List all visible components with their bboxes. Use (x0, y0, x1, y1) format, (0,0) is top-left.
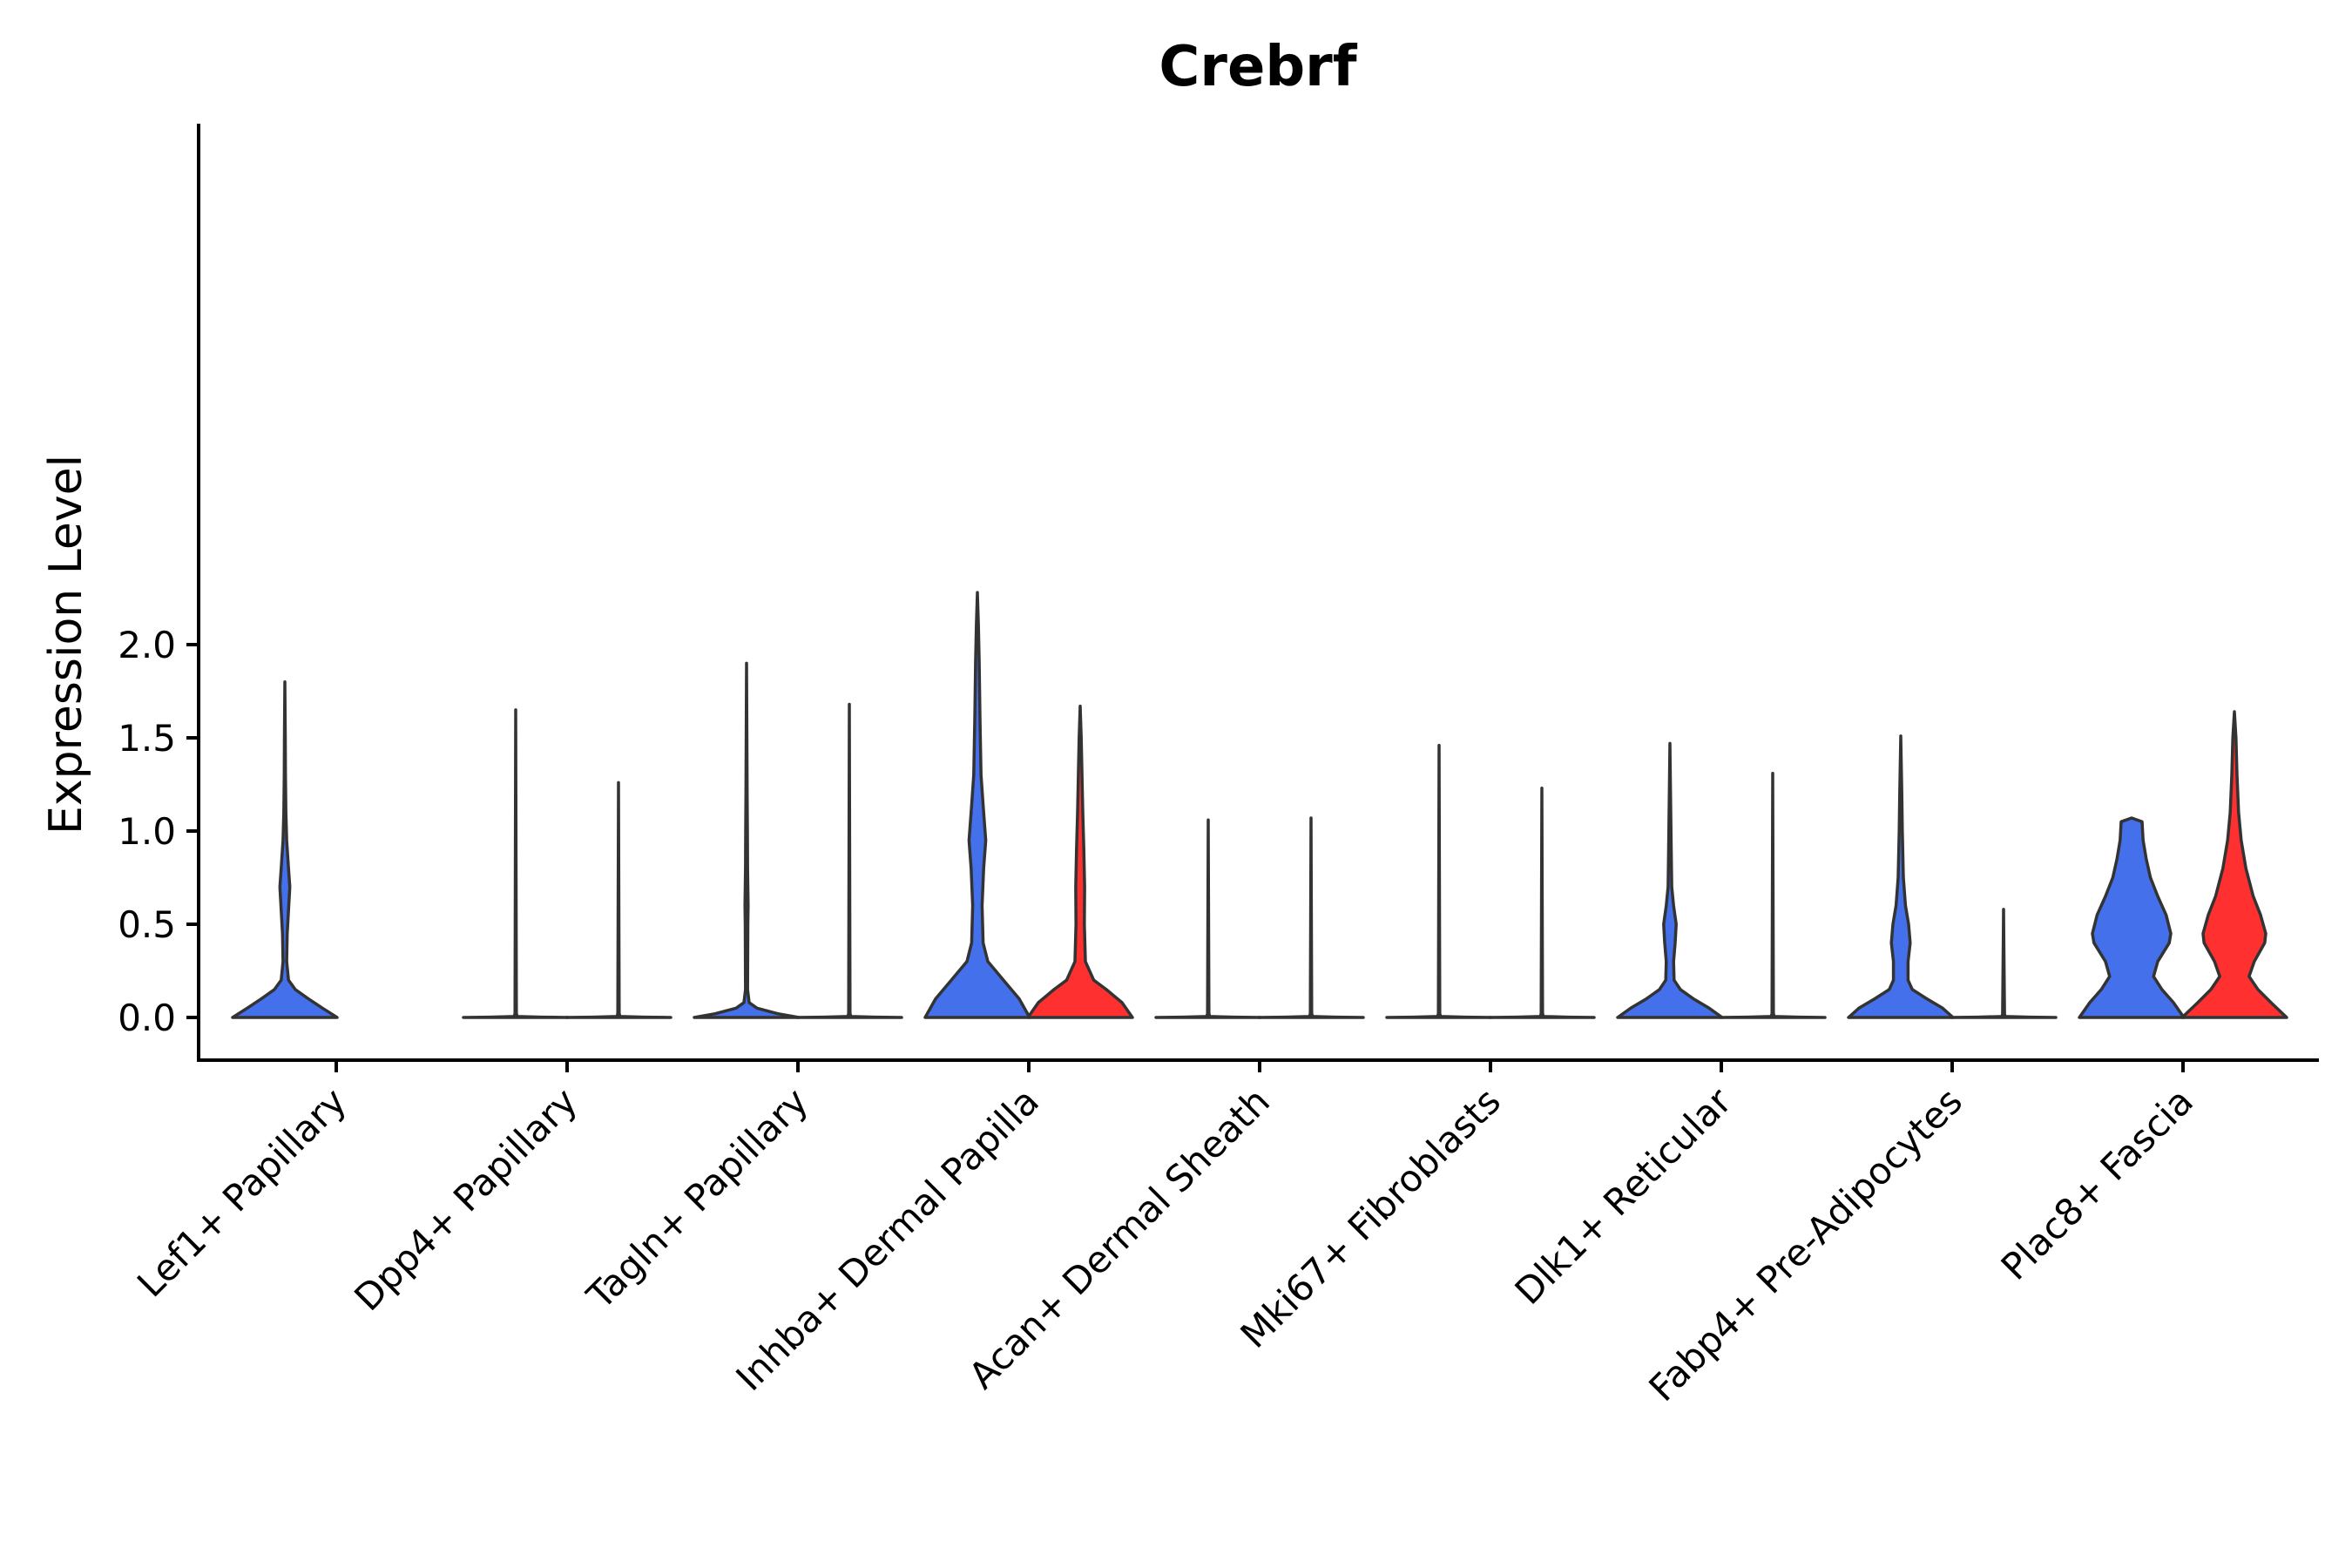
y-tick-label: 0.5 (118, 903, 176, 946)
x-tick-label-mki67-fibroblasts: Mki67+ Fibroblasts (1233, 1079, 1509, 1355)
y-axis-label: Expression Level (40, 455, 92, 835)
x-tick-label-tagln-papillary: Tagln+ Papillary (578, 1079, 816, 1317)
violin-blue-dpp4-papillary (462, 708, 570, 1019)
violin-red-plac8-fascia (2180, 710, 2288, 1019)
violin-red-dlk1-reticular (1719, 771, 1827, 1019)
violin-red-inhba-dermal-papilla (1026, 704, 1134, 1019)
violin-blue-lef1-papillary (231, 680, 339, 1019)
y-tick-label: 2.0 (118, 624, 176, 666)
violin-red-dpp4-papillary (564, 781, 672, 1019)
violin-blue-dlk1-reticular (1616, 741, 1724, 1019)
violin-red-tagln-papillary (795, 702, 903, 1019)
violin-blue-tagln-papillary (693, 661, 801, 1019)
violin-red-mki67-fibroblasts (1488, 787, 1596, 1019)
violin-red-fabp4-pre-adipocytes (1950, 908, 2058, 1019)
violins-group (231, 591, 2288, 1019)
chart-title: Crebrf (1159, 35, 1357, 99)
y-tick-label: 1.5 (118, 717, 176, 760)
x-tick-label-plac8-fascia: Plac8+ Fascia (1993, 1079, 2201, 1288)
violin-red-acan-dermal-sheath (1257, 816, 1365, 1019)
violin-blue-fabp4-pre-adipocytes (1847, 734, 1955, 1019)
violin-blue-mki67-fibroblasts (1385, 743, 1493, 1019)
violin-blue-acan-dermal-sheath (1154, 818, 1262, 1019)
x-tick-label-dlk1-reticular: Dlk1+ Reticular (1507, 1079, 1740, 1313)
y-tick-label: 1.0 (118, 810, 176, 853)
violin-blue-inhba-dermal-papilla (923, 591, 1031, 1019)
y-tick-label: 0.0 (118, 997, 176, 1039)
y-ticks-group: 0.0 0.5 1.0 1.5 2.0 (118, 624, 199, 1039)
violin-blue-plac8-fascia (2078, 816, 2186, 1019)
x-tick-label-dpp4-papillary: Dpp4+ Papillary (346, 1079, 585, 1319)
x-tick-label-lef1-papillary: Lef1+ Papillary (129, 1079, 355, 1305)
